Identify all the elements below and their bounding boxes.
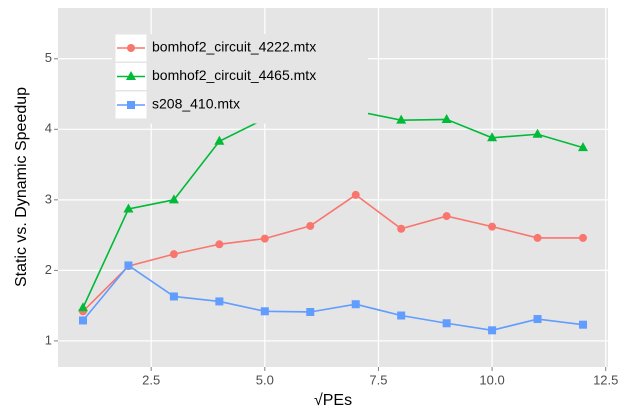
- x-axis-title: √PEs: [314, 392, 352, 409]
- point: [351, 300, 360, 309]
- point: [214, 135, 225, 145]
- point: [169, 292, 178, 301]
- point: [488, 326, 497, 335]
- legend-label: s208_410.mtx: [152, 96, 240, 112]
- point: [487, 132, 498, 142]
- y-tick-label: 4: [45, 121, 52, 136]
- point: [397, 311, 406, 320]
- point: [126, 71, 136, 80]
- y-axis-title: Static vs. Dynamic Speedup: [13, 87, 30, 287]
- point: [127, 44, 135, 52]
- y-tick-label: 5: [45, 50, 52, 65]
- x-tick-label: 12.5: [593, 372, 618, 387]
- point: [533, 233, 542, 242]
- x-tick-label: 10.0: [479, 372, 504, 387]
- point: [533, 315, 542, 324]
- point: [306, 221, 315, 230]
- point: [215, 240, 224, 249]
- point: [124, 261, 133, 270]
- point: [260, 234, 269, 243]
- x-tick-label: 5.0: [256, 372, 274, 387]
- point: [442, 319, 451, 328]
- legend-label: bomhof2_circuit_4465.mtx: [152, 67, 316, 83]
- point: [127, 101, 135, 109]
- marks: [78, 94, 588, 335]
- point: [488, 222, 497, 231]
- point: [351, 190, 360, 199]
- series-line: [82, 264, 584, 332]
- point: [215, 297, 224, 306]
- point: [260, 307, 269, 316]
- point: [579, 233, 587, 242]
- point: [532, 128, 543, 138]
- point: [168, 194, 179, 204]
- x-tick-label: 2.5: [142, 372, 160, 387]
- legend-label: bomhof2_circuit_4222.mtx: [152, 39, 316, 55]
- point: [396, 114, 407, 124]
- y-tick-label: 3: [45, 191, 52, 206]
- point: [397, 224, 406, 233]
- grid: [58, 8, 608, 367]
- point: [441, 113, 452, 123]
- point: [79, 316, 87, 325]
- y-tick-label: 1: [45, 332, 52, 347]
- series-line: [82, 193, 583, 312]
- point: [78, 302, 88, 312]
- point: [579, 320, 587, 329]
- point: [578, 142, 588, 152]
- x-tick-label: 7.5: [369, 372, 387, 387]
- point: [306, 307, 315, 316]
- point: [169, 250, 178, 259]
- legend: bomhof2_circuit_4222.mtx bomhof2_circuit_…: [112, 34, 368, 124]
- y-tick-label: 2: [45, 262, 52, 277]
- point: [442, 212, 451, 221]
- legend-box: [112, 34, 368, 124]
- point: [123, 203, 134, 213]
